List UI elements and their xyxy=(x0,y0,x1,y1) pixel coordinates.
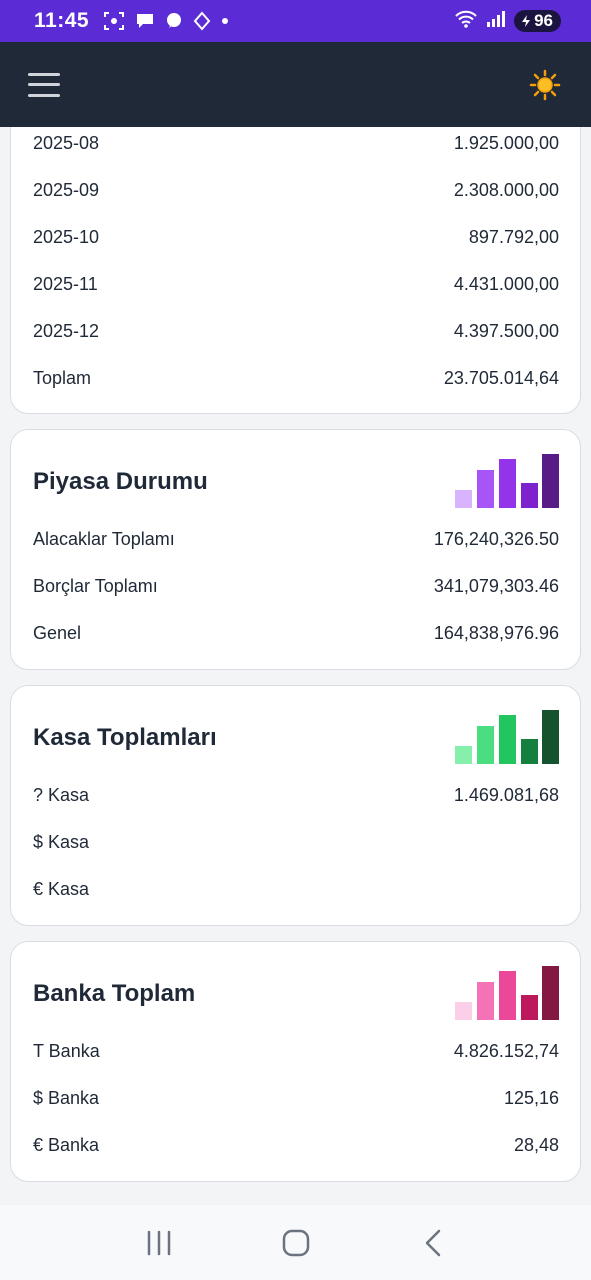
bar-chart-icon xyxy=(455,710,559,764)
dot-icon xyxy=(221,17,229,25)
row-value: 1.925.000,00 xyxy=(453,132,559,153)
battery-level: 96 xyxy=(534,11,553,30)
row-value: 897.792,00 xyxy=(468,226,559,247)
list-item: ? Kasa 1.469.081,68 xyxy=(33,780,559,810)
app-header xyxy=(0,42,591,127)
row-label: Genel xyxy=(33,622,82,643)
signal-icon xyxy=(486,10,506,33)
hamburger-menu-icon[interactable] xyxy=(28,72,60,97)
card-title: Kasa Toplamları xyxy=(33,724,217,751)
row-label: $ Banka xyxy=(33,1087,100,1108)
row-label: 2025-10 xyxy=(33,226,100,247)
row-value: 125,16 xyxy=(503,1087,559,1108)
row-label: € Banka xyxy=(33,1134,100,1155)
list-item: Genel 164,838,976.96 xyxy=(33,618,559,648)
row-value: 176,240,326.50 xyxy=(433,528,559,549)
sun-icon[interactable] xyxy=(529,69,561,101)
row-label: ? Kasa xyxy=(33,784,90,805)
list-item: € Kasa xyxy=(33,874,559,904)
row-label: 2025-11 xyxy=(33,273,98,294)
status-time: 11:45 xyxy=(34,9,90,32)
list-item: 2025-12 4.397.500,00 xyxy=(33,316,559,346)
total-value: 23.705.014,64 xyxy=(443,367,559,388)
market-status-card: Piyasa Durumu Alacaklar Toplamı 176,240,… xyxy=(10,429,581,670)
row-value: 2.308.000,00 xyxy=(453,179,559,200)
chat-icon xyxy=(135,12,155,30)
card-title: Banka Toplam xyxy=(33,980,196,1007)
row-value: 28,48 xyxy=(513,1134,559,1155)
battery-icon: 96 xyxy=(514,10,561,32)
wifi-icon xyxy=(454,9,478,34)
row-value: 4.826.152,74 xyxy=(453,1040,559,1061)
navigation-icon xyxy=(193,11,211,31)
screenshot-icon xyxy=(103,11,125,31)
status-bar: 11:45 96 xyxy=(0,0,591,42)
back-icon[interactable] xyxy=(403,1218,463,1268)
recent-apps-icon[interactable] xyxy=(129,1218,189,1268)
bank-totals-card: Banka Toplam T Banka 4.826.152,74 $ Bank… xyxy=(10,941,581,1182)
home-icon[interactable] xyxy=(266,1218,326,1268)
list-item: 2025-10 897.792,00 xyxy=(33,222,559,252)
list-item: $ Kasa xyxy=(33,827,559,857)
list-item: 2025-11 4.431.000,00 xyxy=(33,269,559,299)
row-value: 4.397.500,00 xyxy=(453,320,559,341)
content-scroll-area[interactable]: 2025-08 1.925.000,00 2025-09 2.308.000,0… xyxy=(0,127,591,1205)
list-item: Borçlar Toplamı 341,079,303.46 xyxy=(33,571,559,601)
row-value: 341,079,303.46 xyxy=(433,575,559,596)
list-item: 2025-09 2.308.000,00 xyxy=(33,175,559,205)
monthly-totals-card: 2025-08 1.925.000,00 2025-09 2.308.000,0… xyxy=(10,127,581,414)
row-value: 1.469.081,68 xyxy=(453,784,559,805)
row-label: 2025-12 xyxy=(33,320,100,341)
row-label: Borçlar Toplamı xyxy=(33,575,158,596)
card-title: Piyasa Durumu xyxy=(33,468,208,495)
total-row: Toplam 23.705.014,64 xyxy=(33,363,559,393)
bar-chart-icon xyxy=(455,454,559,508)
row-label: € Kasa xyxy=(33,878,90,899)
messenger-icon xyxy=(165,12,183,30)
list-item: Alacaklar Toplamı 176,240,326.50 xyxy=(33,524,559,554)
notification-icons xyxy=(103,11,229,31)
row-value: 164,838,976.96 xyxy=(433,622,559,643)
list-item: T Banka 4.826.152,74 xyxy=(33,1036,559,1066)
total-label: Toplam xyxy=(33,367,92,388)
system-nav-bar xyxy=(0,1205,591,1280)
row-label: 2025-08 xyxy=(33,132,100,153)
row-label: Alacaklar Toplamı xyxy=(33,528,175,549)
row-label: T Banka xyxy=(33,1040,100,1061)
row-label: $ Kasa xyxy=(33,831,90,852)
row-label: 2025-09 xyxy=(33,179,100,200)
row-value: 4.431.000,00 xyxy=(453,273,559,294)
status-right: 96 xyxy=(454,9,561,34)
bar-chart-icon xyxy=(455,966,559,1020)
cash-totals-card: Kasa Toplamları ? Kasa 1.469.081,68 $ Ka… xyxy=(10,685,581,926)
list-item: 2025-08 1.925.000,00 xyxy=(33,128,559,158)
list-item: $ Banka 125,16 xyxy=(33,1083,559,1113)
list-item: € Banka 28,48 xyxy=(33,1130,559,1160)
